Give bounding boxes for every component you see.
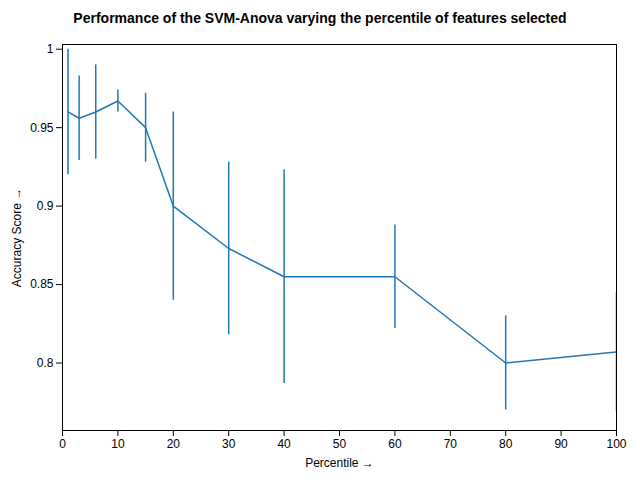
svg-text:0.9: 0.9 — [37, 199, 54, 213]
svg-text:30: 30 — [222, 437, 236, 451]
svg-text:50: 50 — [333, 437, 347, 451]
svg-text:70: 70 — [444, 437, 458, 451]
svg-text:90: 90 — [554, 437, 568, 451]
svg-text:20: 20 — [167, 437, 181, 451]
svg-text:Accuracy Score →: Accuracy Score → — [10, 188, 24, 287]
svg-text:40: 40 — [277, 437, 291, 451]
svg-text:80: 80 — [499, 437, 513, 451]
svg-text:0.85: 0.85 — [30, 277, 54, 291]
html-text:Performance of the SVM-Anova v: Performance of the SVM-Anova varying the… — [73, 10, 567, 26]
svg-text:Percentile →: Percentile → — [305, 456, 374, 470]
svg-text:1: 1 — [47, 42, 54, 56]
svg-text:0.8: 0.8 — [37, 356, 54, 370]
svg-text:10: 10 — [111, 437, 125, 451]
svg-text:60: 60 — [388, 437, 402, 451]
svg-text:100: 100 — [606, 437, 626, 451]
svg-text:0: 0 — [59, 437, 66, 451]
svg-text:0.95: 0.95 — [30, 121, 54, 135]
